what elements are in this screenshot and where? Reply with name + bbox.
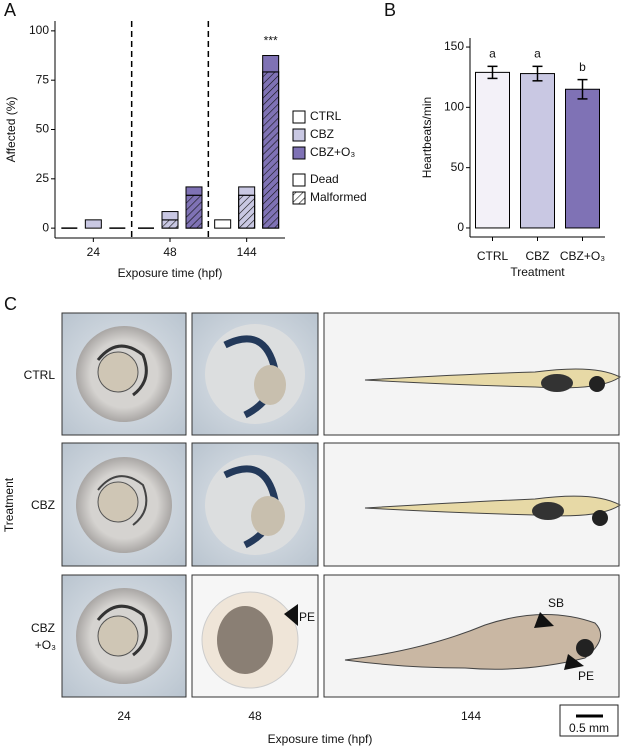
- bar-dead: [262, 55, 280, 73]
- x-axis-label: Exposure time (hpf): [118, 266, 223, 280]
- row-label: CBZ: [31, 498, 55, 512]
- photo: [191, 312, 319, 436]
- x-tick-label: 144: [237, 245, 257, 259]
- y-tick-label: 150: [444, 39, 464, 53]
- column-label: 24: [117, 709, 131, 723]
- bar: [565, 88, 600, 229]
- legend-swatch: [292, 191, 306, 205]
- scale-label: 0.5 mm: [569, 721, 609, 735]
- y-tick-label: 25: [36, 171, 50, 185]
- y-tick-label: 100: [29, 23, 49, 37]
- row-label: +O₃: [35, 638, 56, 652]
- column-label: 48: [248, 709, 262, 723]
- panel-label: B: [384, 0, 396, 20]
- legend-label: CTRL: [310, 109, 342, 123]
- y-axis-label: Affected (%): [4, 97, 18, 163]
- y-axis-label: Treatment: [2, 477, 16, 532]
- x-axis-label: Exposure time (hpf): [268, 732, 373, 746]
- photo: [323, 312, 621, 436]
- annotation: PE: [578, 669, 594, 683]
- x-tick-label: CBZ+O₃: [560, 249, 605, 263]
- bar-dead: [238, 186, 256, 196]
- bar: [475, 71, 510, 229]
- legend-swatch: [292, 146, 306, 160]
- photo: [323, 574, 620, 698]
- photo: [61, 442, 187, 567]
- x-axis-label: Treatment: [510, 265, 565, 279]
- legend-swatch: [292, 128, 306, 142]
- y-tick-label: 75: [36, 72, 50, 86]
- hatch: [185, 194, 203, 229]
- legend-swatch: [292, 173, 306, 187]
- significance-label: a: [489, 47, 496, 61]
- y-tick-label: 50: [451, 160, 465, 174]
- bar-dead: [185, 186, 203, 196]
- panel-label: C: [4, 294, 17, 314]
- x-tick-label: CBZ: [526, 249, 550, 263]
- y-tick-label: 0: [42, 220, 49, 234]
- y-axis-label: Heartbeats/min: [420, 97, 434, 178]
- annotation: SB: [548, 596, 564, 610]
- x-tick-label: 24: [87, 245, 101, 259]
- bar-dead: [84, 219, 102, 229]
- legend-label: Dead: [310, 172, 339, 186]
- hatch: [262, 71, 280, 229]
- x-tick-label: 48: [163, 245, 177, 259]
- y-tick-label: 50: [36, 122, 50, 136]
- bar-dead: [161, 211, 179, 221]
- significance-label: a: [534, 47, 541, 61]
- y-tick-label: 0: [457, 220, 464, 234]
- photo-grid: [61, 312, 621, 698]
- photo: [61, 574, 187, 698]
- photo: [61, 312, 187, 436]
- annotation: PE: [299, 610, 315, 624]
- hatch: [161, 219, 179, 229]
- bar-dead: [214, 219, 232, 229]
- significance-label: b: [579, 60, 586, 74]
- hatch: [238, 194, 256, 229]
- legend-label: CBZ+O₃: [310, 145, 355, 159]
- legend-swatch: [292, 110, 306, 124]
- scale-box: [559, 704, 619, 737]
- row-label: CTRL: [24, 368, 56, 382]
- y-tick-label: 100: [444, 100, 464, 114]
- annotation: ***: [264, 34, 278, 48]
- bar: [520, 73, 555, 229]
- photo: [191, 442, 319, 567]
- legend-label: Malformed: [310, 190, 367, 204]
- column-label: 144: [461, 709, 481, 723]
- panel-label: A: [4, 0, 16, 20]
- row-label: CBZ: [31, 621, 55, 635]
- legend-label: CBZ: [310, 127, 334, 141]
- photo: [191, 574, 319, 698]
- x-tick-label: CTRL: [477, 249, 509, 263]
- photo: [323, 442, 621, 567]
